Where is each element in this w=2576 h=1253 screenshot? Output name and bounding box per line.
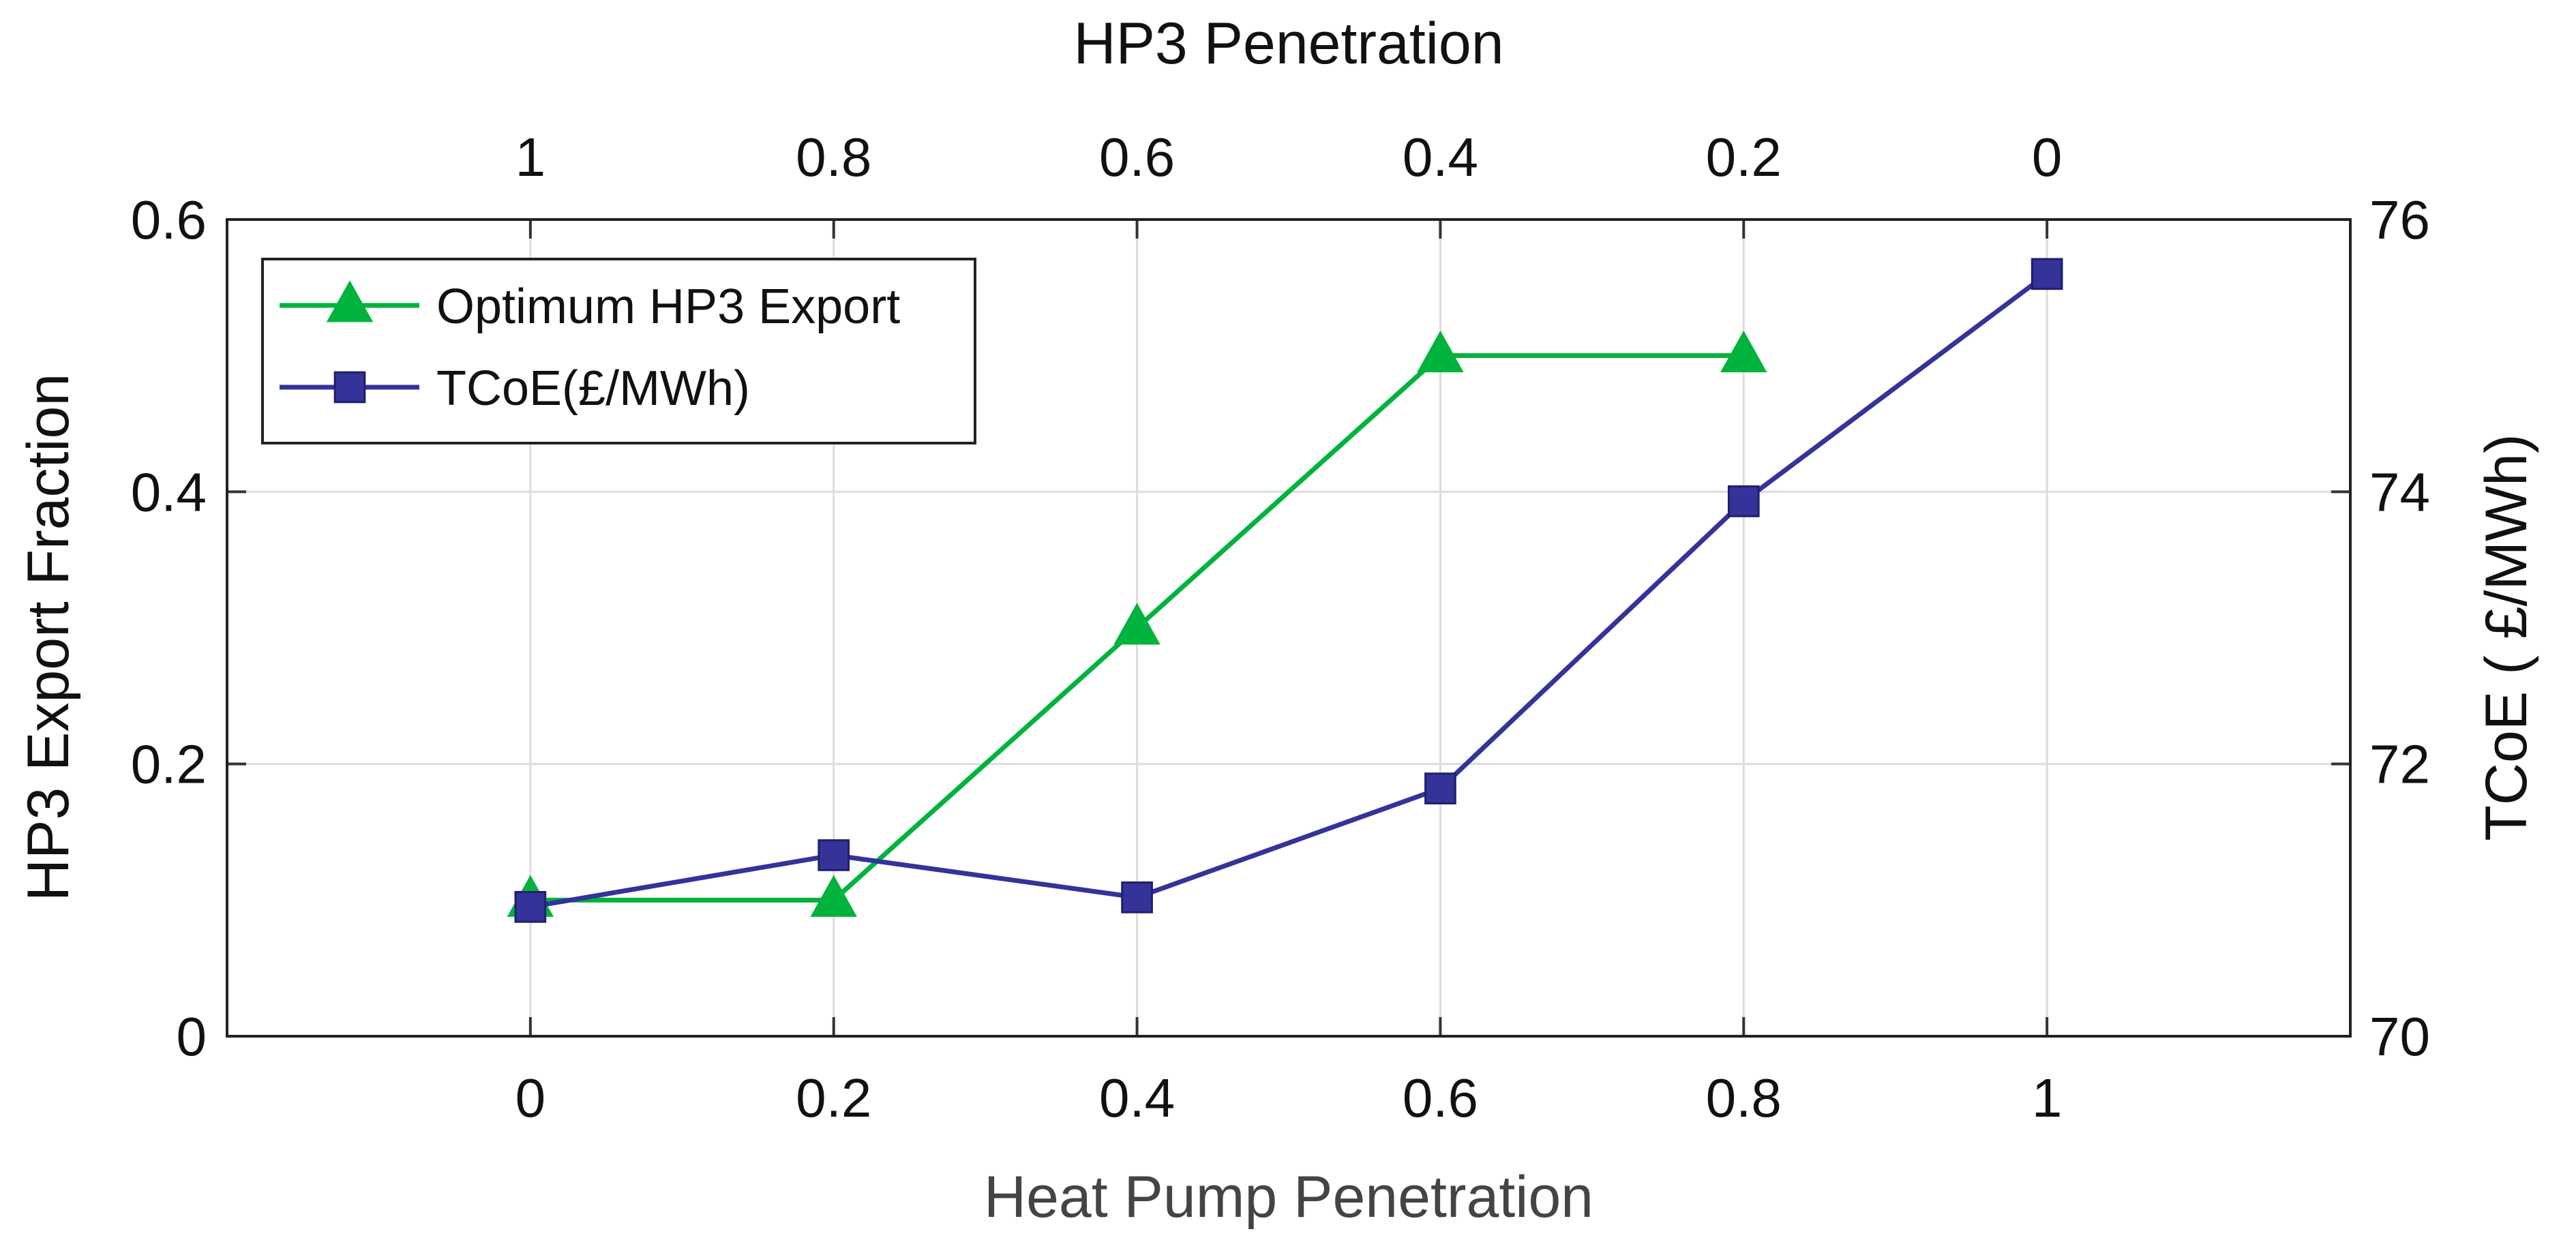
x-top-tick-label: 0	[2032, 127, 2063, 187]
y-left-tick-label: 0.2	[131, 734, 207, 795]
x-top-tick-label: 0.6	[1099, 127, 1175, 187]
legend-box	[261, 258, 976, 444]
x-tick-label: 0.2	[796, 1068, 871, 1128]
y-left-tick-label: 0.4	[131, 462, 207, 522]
legend-marker	[326, 280, 374, 322]
legend-marker	[333, 371, 366, 404]
x-top-tick-label: 0.8	[796, 127, 871, 187]
tcoe-point	[1121, 881, 1153, 914]
series-line-tcoe	[530, 272, 2049, 909]
y-right-tick-label: 74	[2369, 462, 2430, 522]
tcoe-point	[1424, 772, 1456, 804]
x-top-tick-label: 1	[515, 127, 546, 187]
axes: 0 1 0.2 0.8 0.4 0.6 0.6 0.4 0.8 0.2 1 0 0 0.2 0.4 0.6 70…	[131, 127, 2430, 1128]
tcoe-point	[514, 890, 547, 923]
tcoe-point	[818, 839, 850, 871]
x-tick-label: 0.6	[1403, 1068, 1478, 1128]
y-left-axis-label: HP3 Export Fraction	[16, 374, 81, 901]
tcoe-point	[1727, 485, 1760, 517]
plot-frame	[226, 218, 2352, 1038]
y-left-tick-label: 0	[177, 1006, 207, 1067]
legend: Optimum HP3 Export TCoE(£/MWh)	[261, 258, 976, 444]
y-right-axis-label: TCoE ( £/MWh)	[2474, 434, 2539, 841]
hp3-export-point	[1720, 330, 1767, 373]
y-right-tick-label: 76	[2369, 190, 2430, 250]
x-top-axis-label: HP3 Penetration	[1073, 11, 1503, 76]
legend-entry-label: TCoE(£/MWh)	[436, 361, 750, 416]
x-tick-label: 0.8	[1706, 1068, 1782, 1128]
x-top-tick-label: 0.2	[1706, 127, 1782, 187]
y-right-tick-label: 70	[2369, 1006, 2430, 1067]
x-top-tick-label: 0.4	[1403, 127, 1478, 187]
x-axis-label: Heat Pump Penetration	[984, 1164, 1593, 1230]
legend-entry-label: Optimum HP3 Export	[436, 280, 900, 334]
hp3-export-point	[810, 875, 857, 917]
series	[507, 258, 2063, 923]
y-right-tick-label: 72	[2369, 734, 2430, 795]
hp3-export-point	[1417, 330, 1464, 373]
x-tick-label: 0.4	[1099, 1068, 1175, 1128]
y-left-tick-label: 0.6	[131, 190, 207, 250]
x-tick-label: 1	[2032, 1068, 2063, 1128]
hp3-export-point	[1113, 603, 1160, 645]
tcoe-point	[2031, 258, 2063, 290]
x-tick-label: 0	[515, 1068, 546, 1128]
